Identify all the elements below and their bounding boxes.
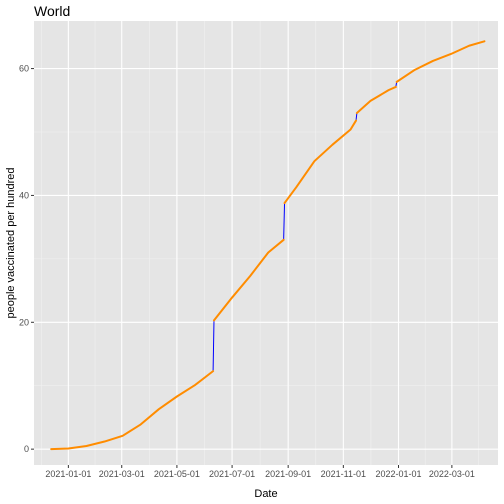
x-tick-label: 2021-11-01 bbox=[321, 469, 366, 479]
x-tick-label: 2022-01-01 bbox=[375, 469, 421, 479]
chart-title: World bbox=[34, 3, 70, 19]
major-gridlines bbox=[34, 21, 498, 465]
x-tick-label: 2021-01-01 bbox=[45, 469, 91, 479]
y-axis: 0 20 40 60 bbox=[19, 64, 34, 454]
y-tick-label: 40 bbox=[19, 190, 29, 200]
x-tick-label: 2022-03-01 bbox=[429, 469, 475, 479]
y-tick-label: 0 bbox=[24, 444, 29, 454]
plot-panel bbox=[34, 21, 498, 465]
minor-gridlines bbox=[34, 21, 498, 465]
x-tick-label: 2021-05-01 bbox=[154, 469, 200, 479]
x-tick-label: 2021-09-01 bbox=[265, 469, 311, 479]
series-layer bbox=[50, 40, 486, 451]
x-tick-label: 2021-07-01 bbox=[209, 469, 255, 479]
x-tick-label: 2021-03-01 bbox=[99, 469, 145, 479]
y-tick-label: 20 bbox=[19, 317, 29, 327]
x-axis-title: Date bbox=[254, 488, 277, 500]
y-tick-label: 60 bbox=[19, 64, 29, 74]
orange-line bbox=[50, 40, 486, 451]
y-axis-title: people vaccinated per hundred bbox=[5, 167, 17, 318]
x-axis: 2021-01-01 2021-03-01 2021-05-01 2021-07-01… bbox=[45, 465, 475, 479]
